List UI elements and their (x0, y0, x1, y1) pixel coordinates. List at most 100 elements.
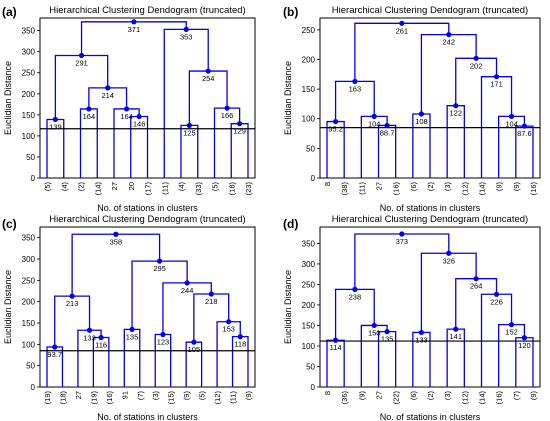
merge-node (208, 291, 214, 297)
leaf-label: (6) (409, 391, 418, 401)
merge-node (86, 327, 93, 333)
leaf-label: (23) (244, 182, 253, 196)
merge-distance-label: 114 (330, 343, 342, 352)
merge-node (52, 344, 58, 350)
panel-title: Hierarchical Clustering Dendogram (trunc… (332, 5, 528, 16)
y-tick-label: 100 (22, 340, 36, 349)
merge-distance-label: 87.6 (517, 129, 532, 138)
x-axis-label: No. of stations in clusters (380, 203, 481, 213)
y-tick-label: 150 (22, 319, 36, 328)
y-tick-label: 350 (22, 27, 36, 36)
leaf-label: (15) (167, 391, 176, 405)
merge-distance-label: 153 (222, 325, 235, 334)
merge-distance-label: 214 (101, 91, 114, 100)
leaf-label: 27 (375, 182, 384, 190)
merge-distance-label: 95.2 (328, 125, 343, 134)
leaf-label: (33) (194, 182, 203, 196)
leaf-label: (12) (460, 391, 469, 405)
merge-node (384, 122, 390, 129)
leaf-label: (36) (340, 391, 349, 405)
leaf-label: (22) (392, 391, 401, 405)
merge-distance-label: 120 (518, 341, 531, 350)
merge-node (446, 31, 452, 38)
y-axis-label: Euclidian Distance (3, 61, 13, 135)
merge-distance-label: 135 (126, 332, 139, 341)
merge-node (473, 55, 479, 61)
merge-distance-label: 371 (128, 25, 141, 34)
x-axis-label: No. of stations in clusters (380, 412, 481, 421)
y-tick-label: 0 (31, 174, 36, 183)
leaf-label: (2) (426, 182, 435, 192)
leaf-label: (9) (244, 391, 253, 401)
merge-node (184, 280, 190, 286)
merge-node (399, 20, 405, 26)
leaf-label: 91 (120, 391, 129, 399)
y-tick-label: 200 (302, 301, 316, 310)
merge-node (160, 331, 166, 338)
y-tick-label: 250 (302, 26, 316, 35)
merge-distance-label: 171 (490, 80, 503, 89)
y-axis-label: Euclidian Distance (3, 270, 13, 344)
merge-distance-label: 164 (83, 112, 96, 121)
merge-node (156, 258, 163, 264)
merge-distance-label: 358 (110, 237, 123, 246)
leaf-label: (38) (340, 182, 349, 196)
merge-node (183, 26, 189, 32)
merge-node (113, 231, 119, 237)
leaf-label: (12) (213, 391, 222, 405)
merge-distance-label: 295 (153, 264, 166, 273)
merge-node (493, 291, 500, 297)
leaf-label: 20 (127, 182, 136, 190)
merge-distance-label: 146 (133, 120, 146, 129)
leaf-label: (14) (478, 182, 487, 196)
y-tick-label: 250 (22, 276, 36, 285)
merge-distance-label: 104 (505, 119, 518, 128)
y-tick-label: 200 (302, 55, 316, 64)
merge-distance-label: 139 (49, 122, 62, 131)
leaf-label: 8 (323, 391, 332, 395)
merge-node (186, 122, 192, 128)
leaf-label: (14) (93, 182, 102, 196)
merge-distance-label: 373 (396, 237, 409, 246)
merge-node (237, 334, 243, 340)
leaf-label: (16) (529, 182, 538, 196)
merge-node (446, 250, 452, 256)
leaf-label: (3) (443, 182, 452, 192)
y-tick-label: 0 (311, 174, 316, 183)
leaf-label: (19) (89, 391, 98, 405)
merge-node (384, 329, 390, 335)
y-tick-label: 0 (311, 383, 316, 392)
merge-node (123, 106, 130, 112)
merge-node (332, 337, 339, 343)
merge-node (508, 322, 515, 328)
y-tick-label: 250 (22, 69, 36, 78)
merge-node (521, 335, 528, 341)
leaf-label: (11) (160, 181, 169, 194)
merge-distance-label: 123 (157, 338, 170, 347)
leaf-label: (5) (198, 391, 207, 401)
merge-distance-label: 254 (202, 74, 215, 83)
leaf-label: (9) (529, 391, 538, 401)
merge-distance-label: 264 (470, 282, 483, 291)
merge-distance-label: 164 (120, 112, 133, 121)
leaf-label: (12) (460, 182, 469, 196)
leaf-label: (5) (43, 182, 52, 192)
panel-letter: (c) (2, 217, 17, 231)
merge-distance-label: 116 (95, 341, 107, 350)
leaf-label: (11) (357, 181, 366, 194)
y-tick-label: 50 (306, 362, 315, 371)
merge-node (453, 326, 459, 332)
leaf-label: (18) (227, 182, 236, 196)
merge-distance-label: 166 (221, 111, 234, 120)
merge-node (371, 322, 377, 329)
merge-distance-label: 118 (234, 340, 246, 349)
leaf-label: (2) (77, 182, 86, 192)
leaf-label: (16) (105, 391, 114, 405)
merge-distance-label: 135 (381, 335, 394, 344)
leaf-label: (4) (177, 182, 186, 192)
y-tick-label: 250 (302, 280, 316, 289)
y-tick-label: 150 (302, 85, 316, 94)
merge-node (105, 85, 111, 91)
